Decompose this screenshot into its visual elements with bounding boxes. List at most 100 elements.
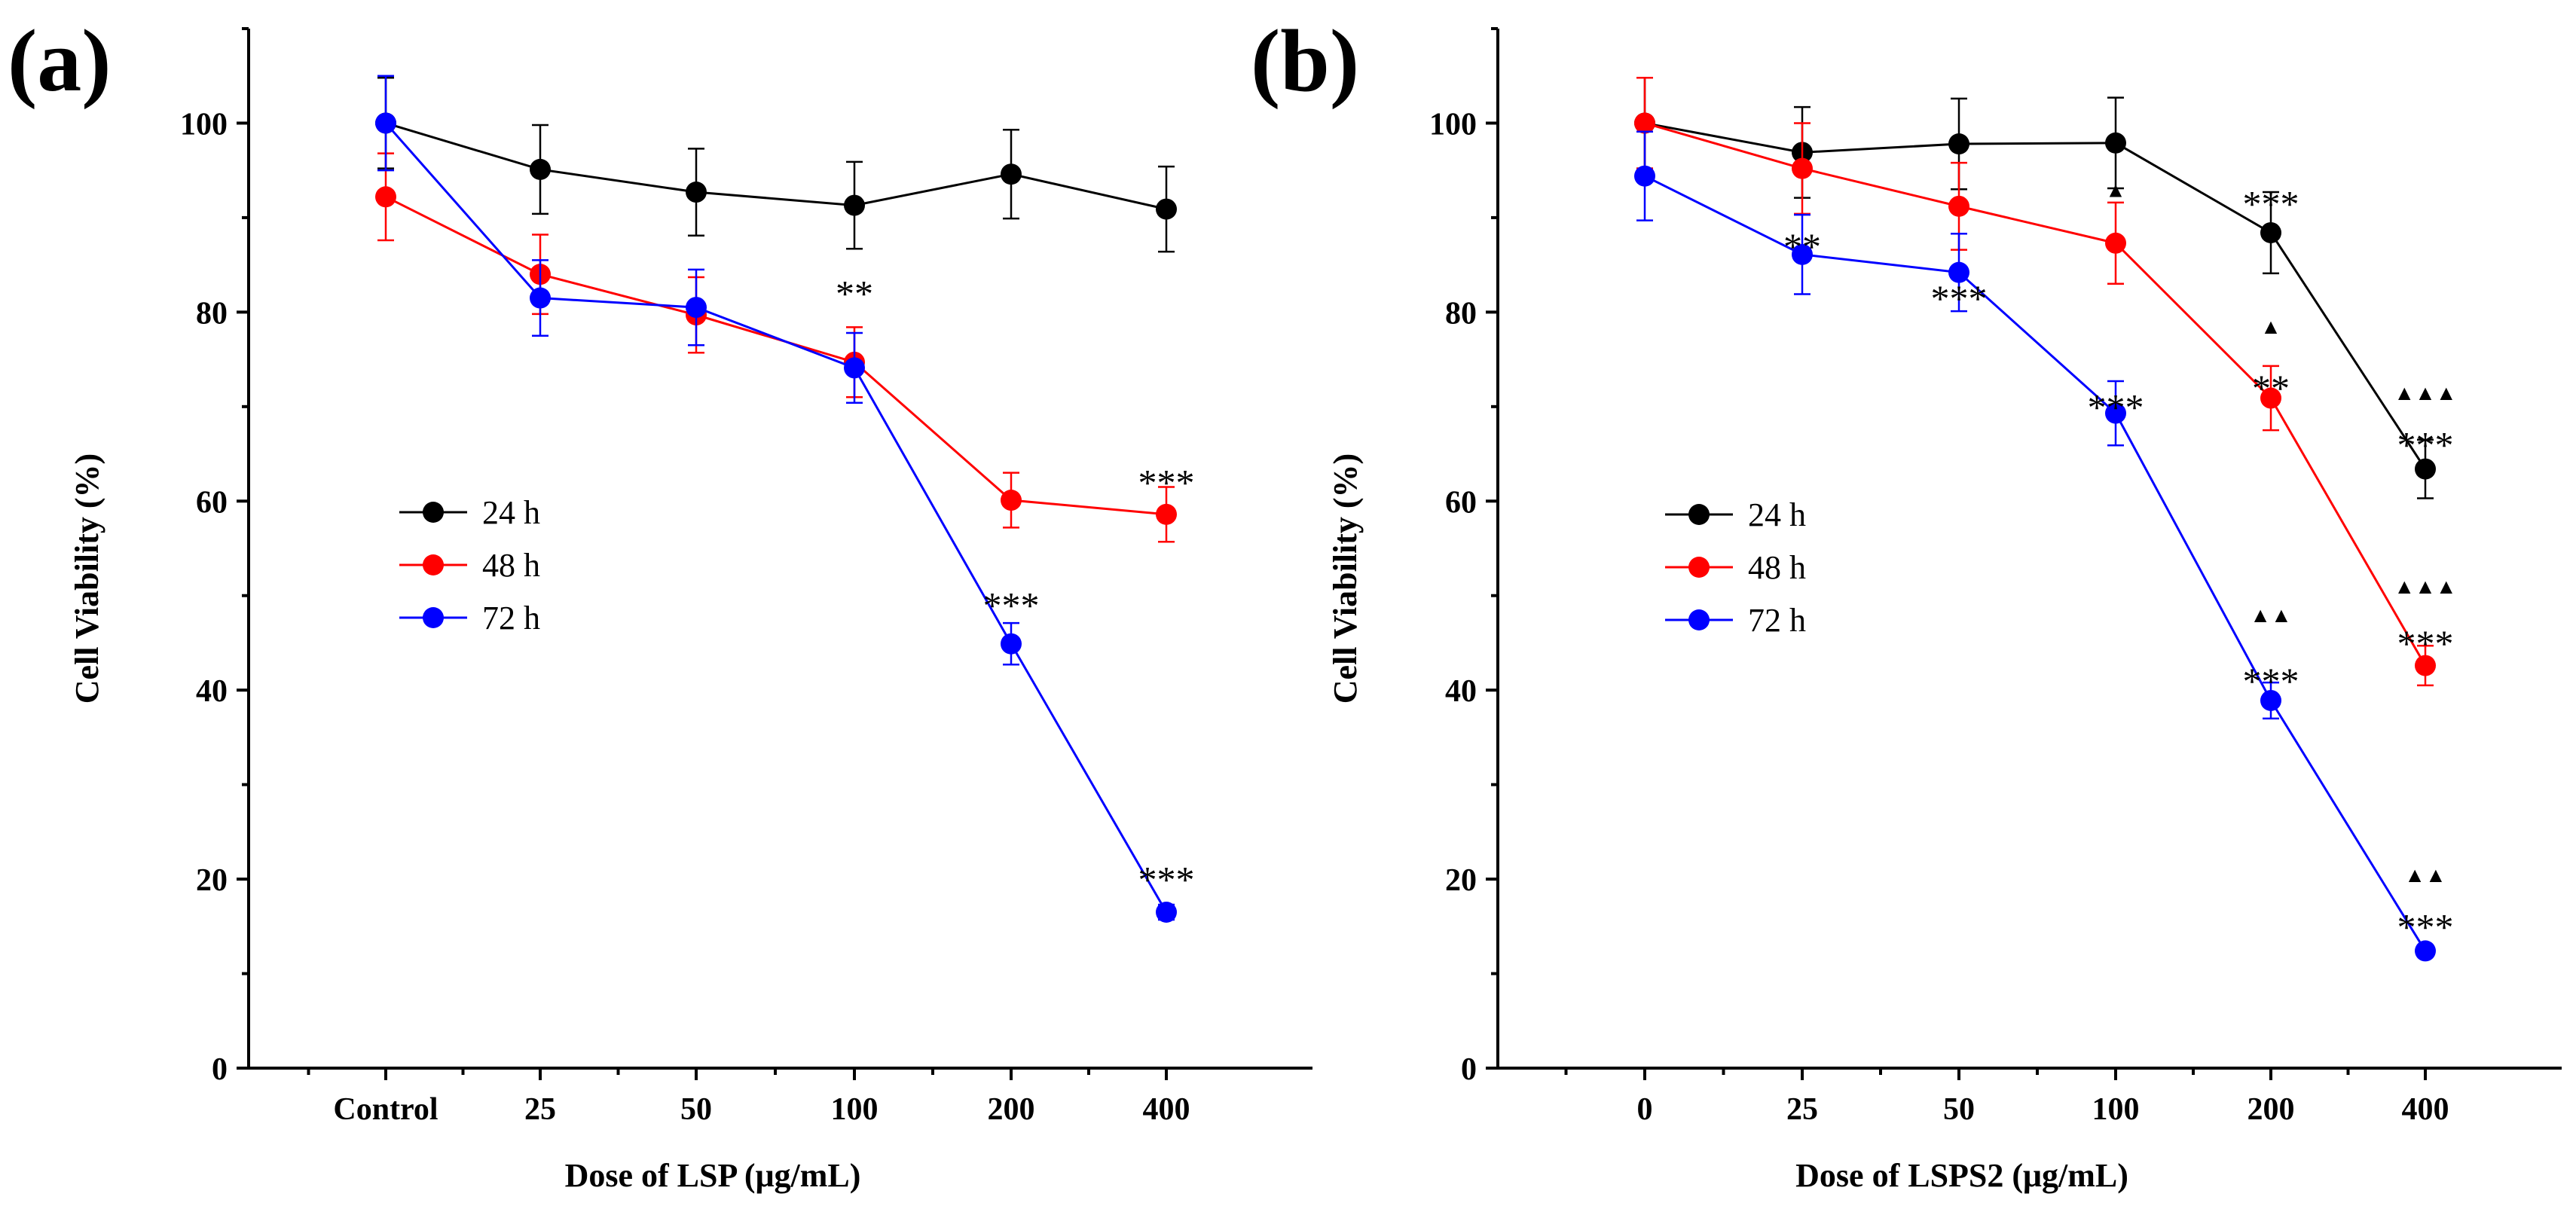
legend-marker (1688, 557, 1710, 578)
chart-panel-a: (a) 0 20 40 60 80 100 Control 25 50 100 200 400 Dose … (8, 11, 1312, 1194)
significance-stars: *** (2397, 423, 2454, 466)
series-48h (375, 152, 1177, 543)
legend-label: 24 h (1748, 496, 1806, 533)
significance-stars: *** (1138, 859, 1195, 901)
significance-stars: ** (1783, 225, 1821, 267)
significance-triangles: ▲▲ (2404, 864, 2446, 887)
y-tick-label: 80 (1445, 296, 1477, 331)
y-tick-label: 60 (196, 485, 228, 520)
data-point (2105, 232, 2126, 254)
series-24h (375, 76, 1177, 253)
series-line (1644, 122, 2427, 667)
series-72h (1634, 130, 2436, 962)
significance-stars: ** (2252, 367, 2290, 409)
y-tick-label: 20 (196, 863, 228, 898)
data-point (1792, 157, 1813, 179)
legend-item: 48 h (1665, 549, 1806, 586)
y-tick-label: 0 (212, 1052, 228, 1087)
data-point (844, 357, 865, 379)
series-24h (1634, 76, 2436, 499)
legend-item: 72 h (1665, 602, 1806, 639)
y-tick-label: 20 (1445, 863, 1477, 898)
data-point (530, 287, 551, 309)
x-tick-label: 50 (680, 1092, 712, 1127)
legend-item: 24 h (1665, 496, 1806, 533)
significance-stars: *** (1138, 462, 1195, 504)
legend-marker (423, 554, 444, 575)
x-tick-label: 200 (2248, 1092, 2295, 1127)
y-tick-label: 60 (1445, 485, 1477, 520)
x-tick-label: 400 (1143, 1092, 1190, 1127)
legend-label: 48 h (1748, 549, 1806, 586)
x-tick-label: 200 (988, 1092, 1035, 1127)
data-point (1156, 902, 1177, 923)
y-axis-title: Cell Viability (%) (1327, 453, 1364, 704)
series-line (384, 122, 1168, 913)
series-48h (1634, 76, 2436, 687)
data-point (1948, 261, 1969, 283)
data-point (2260, 387, 2281, 409)
panel-label: (b) (1251, 11, 1359, 110)
data-point (844, 194, 865, 216)
y-tick-label: 100 (180, 107, 228, 142)
significance-triangles: ▲ (2260, 316, 2281, 339)
y-tick-label: 40 (1445, 674, 1477, 709)
y-tick-label: 100 (1429, 107, 1477, 142)
significance-stars: *** (2397, 905, 2454, 948)
legend-label: 48 h (482, 547, 540, 584)
data-point (1634, 165, 1655, 187)
data-point (2260, 221, 2281, 243)
data-point (2415, 940, 2436, 962)
series-72h (375, 75, 1177, 923)
y-tick-label: 0 (1461, 1052, 1477, 1087)
x-tick-label: 25 (524, 1092, 556, 1127)
legend-marker (1688, 504, 1710, 525)
significance-triangles: ▲ (2105, 179, 2126, 202)
x-axis-title: Dose of LSP (μg/mL) (565, 1157, 861, 1194)
significance-triangles: ▲▲▲ (2394, 382, 2456, 405)
y-tick-label: 40 (196, 674, 228, 709)
data-point (2415, 458, 2436, 480)
x-tick-label: 400 (2402, 1092, 2449, 1127)
significance-triangles: ▲▲ (2250, 604, 2291, 627)
series-line (1644, 175, 2427, 952)
data-point (2105, 402, 2126, 424)
x-axis-title: Dose of LSPS2 (μg/mL) (1795, 1157, 2128, 1194)
data-point (1634, 112, 1655, 134)
significance-stars: *** (2088, 386, 2144, 428)
significance-stars: *** (983, 585, 1040, 627)
significance-stars: *** (1931, 277, 1988, 319)
legend-label: 24 h (482, 494, 540, 531)
legend-item: 24 h (399, 494, 540, 531)
y-tick-label: 80 (196, 296, 228, 331)
significance-stars: ** (836, 273, 873, 315)
legend-item: 48 h (399, 547, 540, 584)
data-point (1156, 198, 1177, 220)
legend-item: 72 h (399, 600, 540, 637)
significance-triangles: ▲▲▲ (2394, 575, 2456, 599)
data-point (1948, 195, 1969, 217)
significance-stars: *** (2243, 660, 2299, 702)
x-tick-label: Control (333, 1092, 438, 1127)
data-point (375, 112, 396, 134)
data-point (375, 186, 396, 208)
series-line (385, 195, 1167, 516)
chart-panel-b: (b) 0 20 40 60 80 100 0 25 50 100 200 400 Dose of LSP… (1251, 11, 2562, 1194)
data-point (686, 182, 707, 203)
x-tick-label: 50 (1943, 1092, 1975, 1127)
series-line (385, 122, 1167, 211)
x-tick-label: 100 (831, 1092, 879, 1127)
x-tick-label: 0 (1637, 1092, 1653, 1127)
panel-label: (a) (8, 11, 112, 110)
data-point (2415, 655, 2436, 676)
legend-marker (423, 607, 444, 628)
significance-stars: *** (2243, 183, 2299, 225)
data-point (2105, 132, 2126, 154)
data-point (1156, 503, 1177, 525)
data-point (1792, 243, 1813, 265)
significance-stars: *** (2397, 622, 2454, 664)
data-point (530, 158, 551, 180)
x-tick-label: 100 (2092, 1092, 2140, 1127)
